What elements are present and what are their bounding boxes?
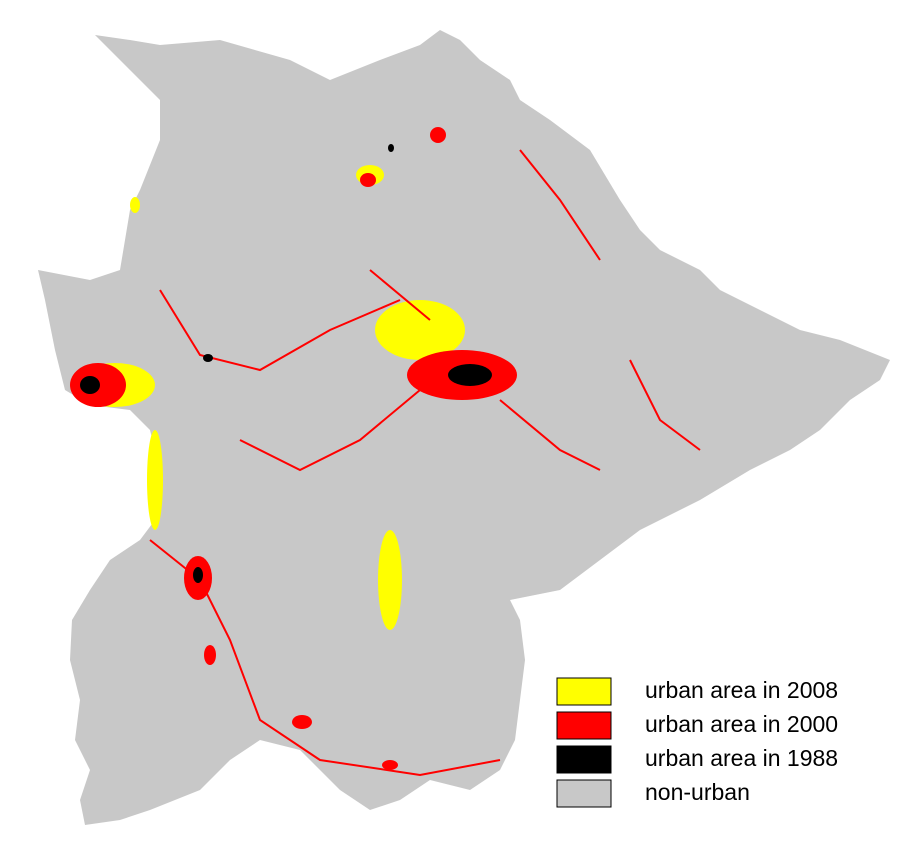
region-outline [38,30,890,825]
legend-swatch [556,745,612,774]
urban-2008 [375,300,465,360]
legend: urban area in 2008 urban area in 2000 urba… [556,677,838,808]
legend-label: urban area in 2000 [645,711,838,737]
legend-label: urban area in 2008 [645,677,838,703]
urban-2000 [204,645,216,665]
urban-1988 [80,376,100,394]
urban-areas [70,127,701,777]
legend-swatch [556,677,612,706]
urban-1988 [203,354,213,362]
urban-2008 [130,197,140,213]
urban-2008 [378,530,402,630]
urban-1988 [448,364,492,386]
urban-2000-road [149,149,701,777]
urban-1988 [193,567,203,583]
urban-2000 [292,715,312,729]
legend-swatch [556,779,612,808]
legend-label: urban area in 1988 [645,745,838,771]
urban-2000 [360,173,376,187]
urban-1988 [388,144,394,152]
urban-2000 [430,127,446,143]
urban-2008 [147,430,163,530]
legend-swatch [556,711,612,740]
legend-label: non-urban [645,779,750,805]
urban-2000 [382,760,398,770]
